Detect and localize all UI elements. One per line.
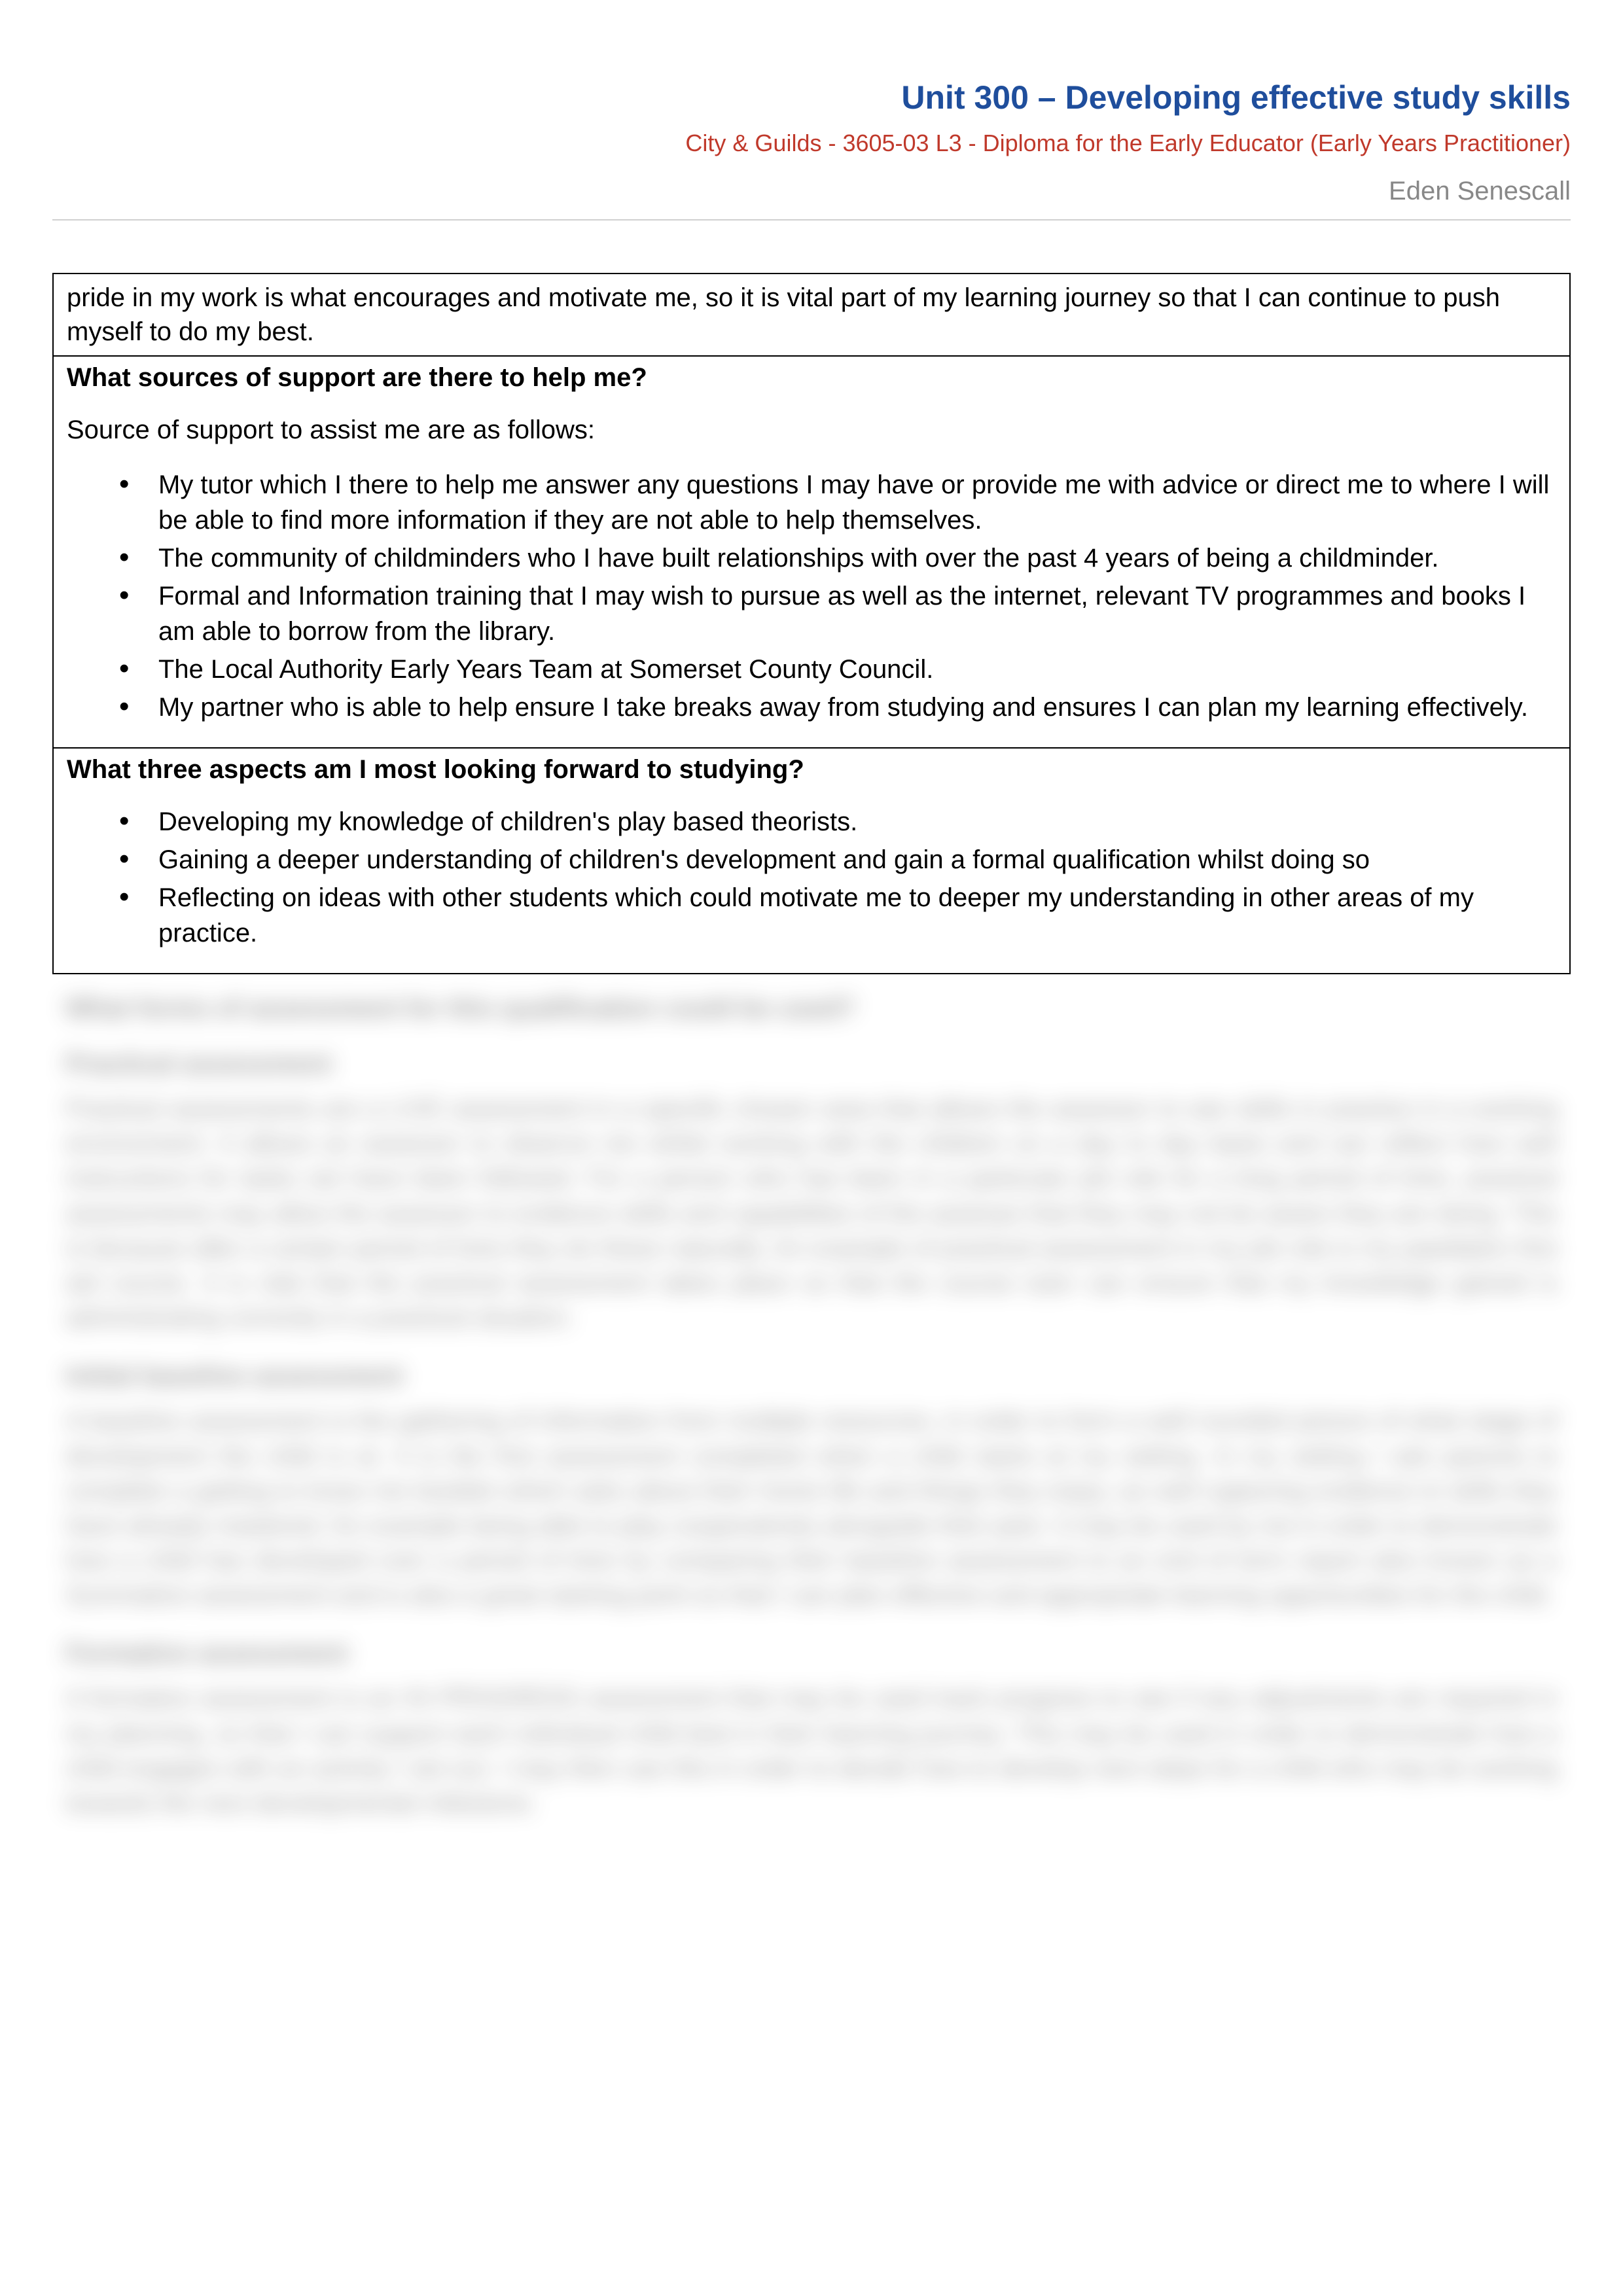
blur-question: What forms of assessment for this qualif… bbox=[65, 994, 1558, 1023]
support-intro: Source of support to assist me are as fo… bbox=[67, 412, 1556, 448]
list-item: My tutor which I there to help me answer… bbox=[132, 467, 1556, 538]
list-item: My partner who is able to help ensure I … bbox=[132, 690, 1556, 725]
list-item: The community of childminders who I have… bbox=[132, 540, 1556, 576]
list-item: Gaining a deeper understanding of childr… bbox=[132, 842, 1556, 877]
looking-forward-heading: What three aspects am I most looking for… bbox=[67, 755, 1556, 785]
top-fragment-text: pride in my work is what encourages and … bbox=[67, 283, 1500, 346]
list-item: Reflecting on ideas with other students … bbox=[132, 880, 1556, 951]
blur-heading-3: Formative assessment bbox=[65, 1639, 1558, 1669]
list-item: Formal and Information training that I m… bbox=[132, 578, 1556, 649]
course-subtitle: City & Guilds - 3605-03 L3 - Diploma for… bbox=[52, 130, 1571, 157]
blur-paragraph: Practical assessments are a LIVE assessm… bbox=[65, 1092, 1558, 1335]
content-box: pride in my work is what encourages and … bbox=[52, 273, 1571, 974]
author-name: Eden Senescall bbox=[52, 177, 1571, 206]
list-item: Developing my knowledge of children's pl… bbox=[132, 804, 1556, 839]
looking-forward-section: What three aspects am I most looking for… bbox=[54, 749, 1569, 973]
support-heading: What sources of support are there to hel… bbox=[67, 363, 1556, 393]
blur-paragraph: A formative assessment is an IN PROGRESS… bbox=[65, 1682, 1558, 1821]
blur-heading-1: Practical assessment bbox=[65, 1050, 1558, 1079]
support-list: My tutor which I there to help me answer… bbox=[67, 467, 1556, 725]
looking-forward-list: Developing my knowledge of children's pl… bbox=[67, 804, 1556, 951]
page-header: Unit 300 – Developing effective study sk… bbox=[52, 79, 1571, 221]
support-section: What sources of support are there to hel… bbox=[54, 357, 1569, 749]
blur-paragraph: A baseline assessment is the gathering o… bbox=[65, 1404, 1558, 1613]
blurred-preview: What forms of assessment for this qualif… bbox=[52, 994, 1571, 1821]
list-item: The Local Authority Early Years Team at … bbox=[132, 652, 1556, 687]
unit-title: Unit 300 – Developing effective study sk… bbox=[52, 79, 1571, 116]
top-fragment-section: pride in my work is what encourages and … bbox=[54, 274, 1569, 357]
blur-heading-2: Initial baseline assessment bbox=[65, 1362, 1558, 1391]
